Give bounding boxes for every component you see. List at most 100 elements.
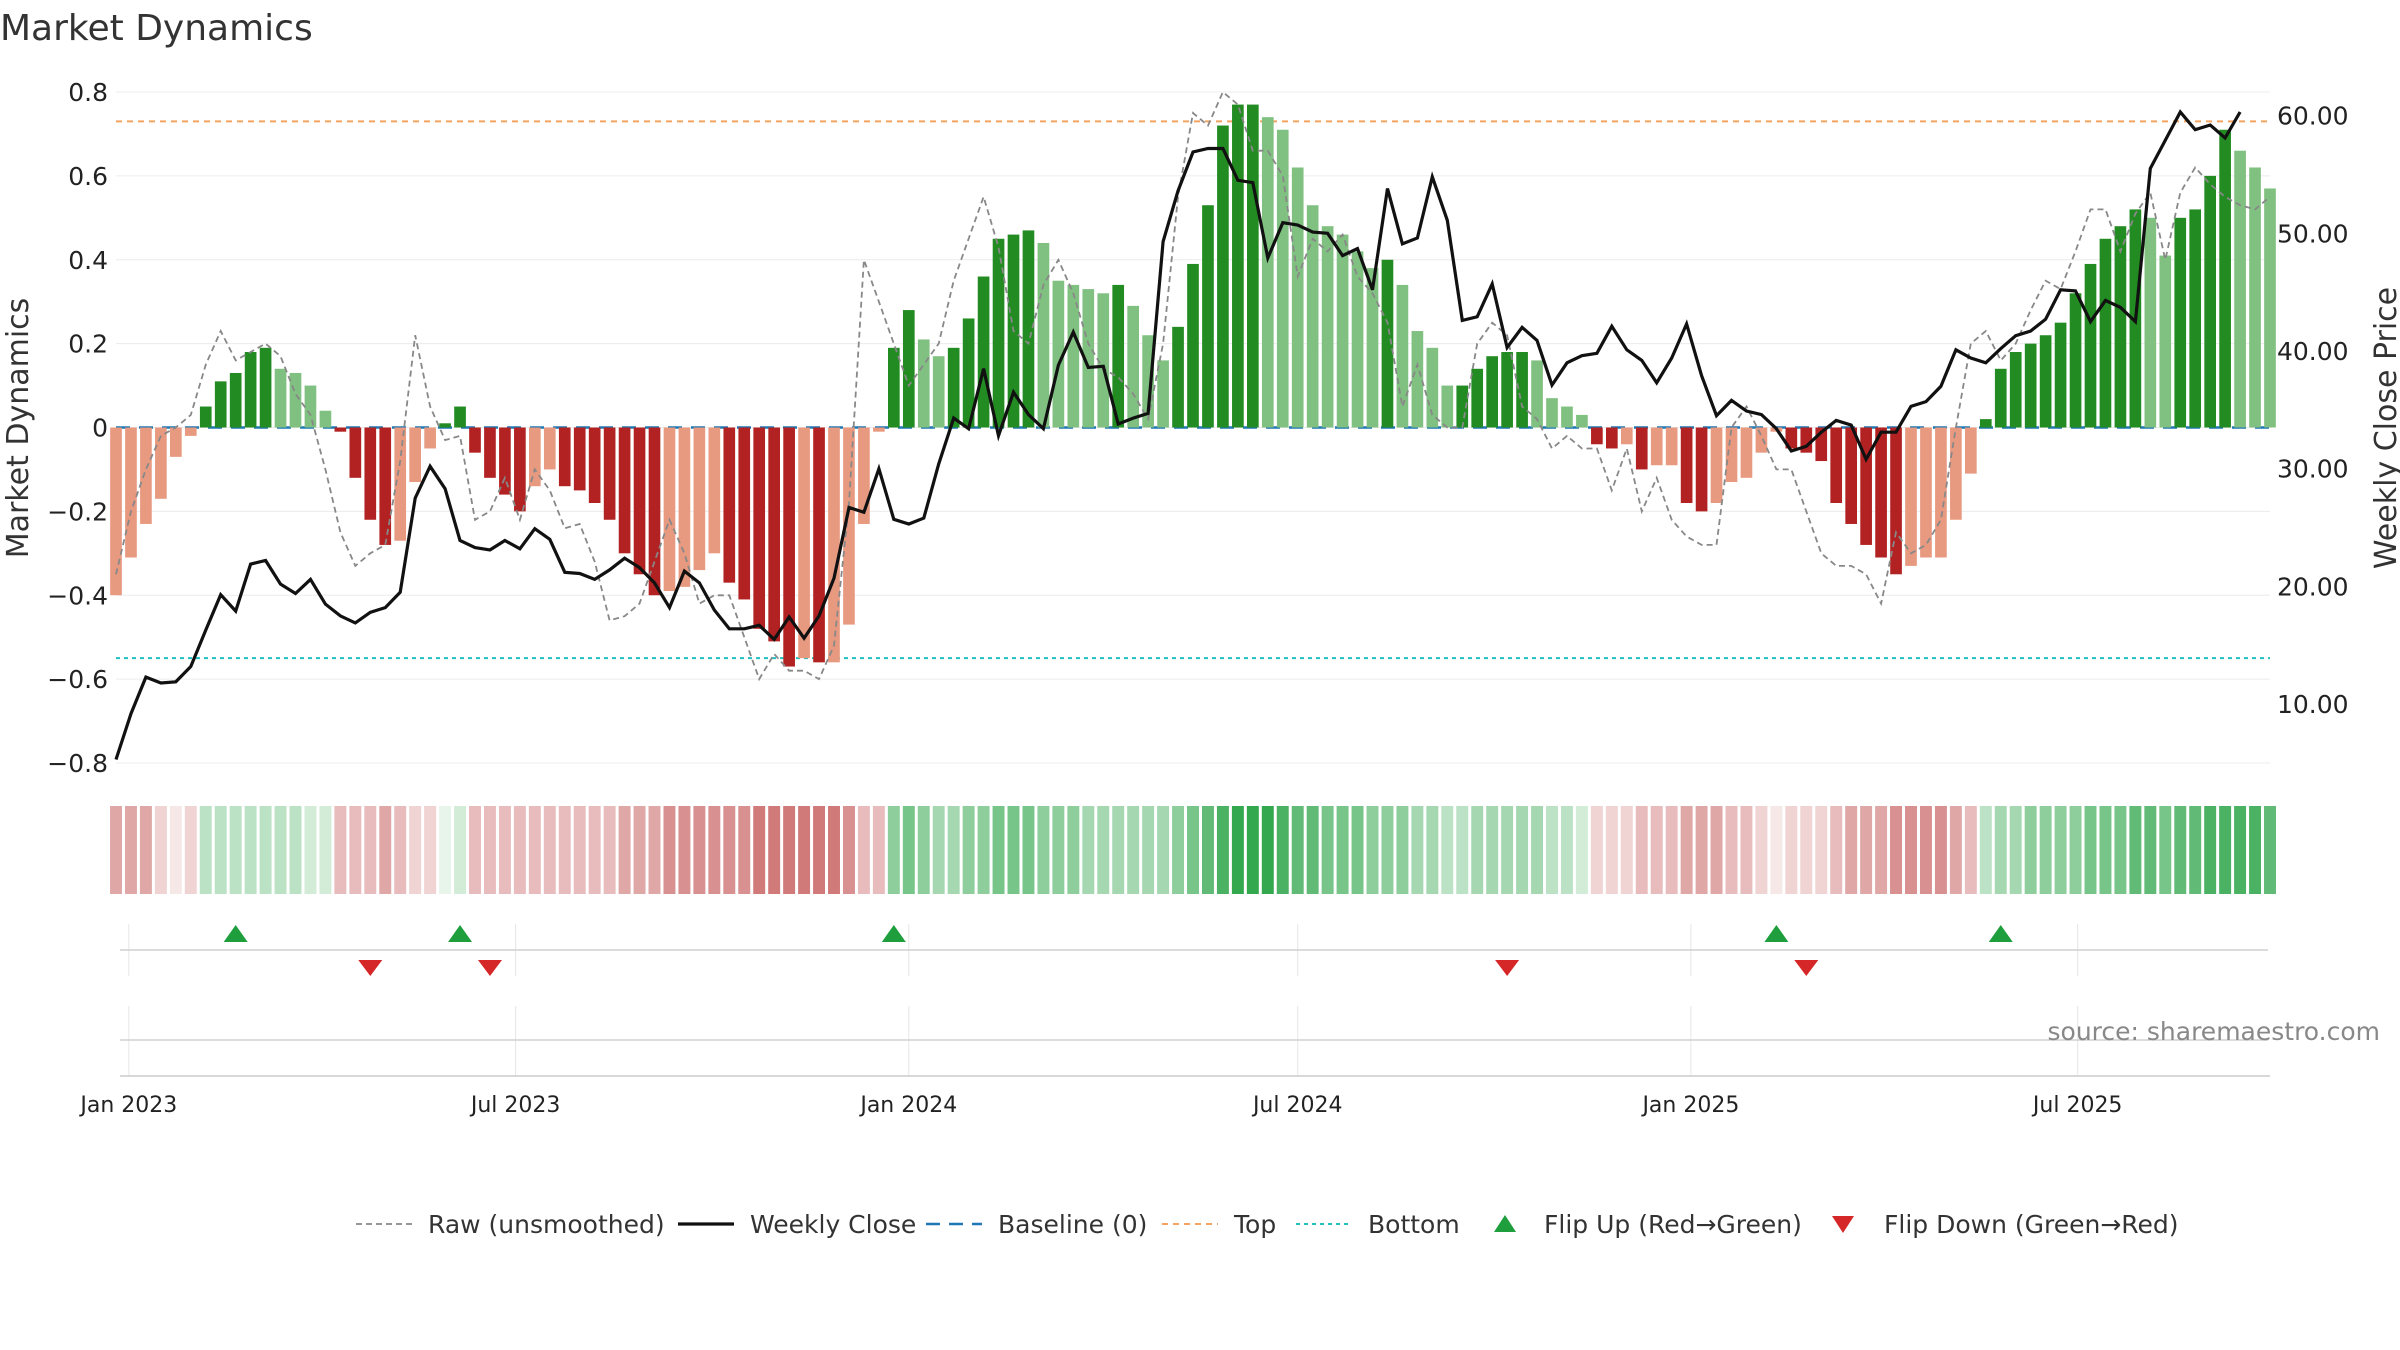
strength-strip-cell: [1605, 806, 1618, 894]
dynamics-bar: [1890, 427, 1902, 575]
dynamics-bar: [1172, 326, 1184, 428]
strength-strip-cell: [887, 806, 900, 894]
dynamics-bar: [2264, 188, 2276, 428]
strength-strip-cell: [2219, 806, 2232, 894]
dynamics-bar: [1381, 259, 1394, 428]
strength-strip-cell: [1830, 806, 1843, 894]
x-tick-label: Jul 2025: [2031, 1093, 2123, 1118]
strength-strip-cell: [1531, 806, 1544, 894]
strength-strip-cell: [2174, 806, 2187, 894]
dynamics-bar: [2234, 150, 2246, 428]
dynamics-bar: [409, 427, 422, 483]
x-tick-label: Jan 2023: [78, 1093, 177, 1118]
dynamics-bar: [2159, 255, 2172, 428]
x-axis-ticks: Jan 2023 Jul 2023 Jan 2024 Jul 2024 Jan 2025…: [78, 1093, 2122, 1118]
strength-strip-cell: [633, 806, 646, 894]
strength-strip-cell: [603, 806, 616, 894]
dynamics-bar: [2099, 238, 2112, 428]
dynamics-bar: [2054, 322, 2067, 428]
strength-strip-cell: [1934, 806, 1947, 894]
dynamics-bar: [1321, 226, 1334, 428]
strength-strip-cell: [1426, 806, 1439, 894]
dynamics-bar: [1710, 427, 1723, 503]
strength-strip-cell: [1964, 806, 1977, 894]
dynamics-bar: [1605, 427, 1618, 449]
flip-up-marker: [881, 925, 906, 942]
strength-strip-cell: [199, 806, 212, 894]
strength-strip-cell: [857, 806, 870, 894]
dynamics-bar: [783, 427, 795, 667]
dynamics-bar: [1097, 293, 1110, 428]
strength-strip-cell: [2189, 806, 2202, 894]
left-y-tick-label: −0.4: [47, 581, 108, 610]
dynamics-bar: [184, 427, 197, 436]
dynamics-bar: [199, 406, 212, 428]
left-y-axis-label: Market Dynamics: [1, 298, 36, 559]
dynamics-bar: [469, 427, 481, 453]
strength-strip-cell: [304, 806, 317, 894]
dynamics-bar: [1306, 205, 1319, 428]
dynamics-bar: [364, 427, 377, 520]
dynamics-bar: [947, 347, 960, 428]
dynamics-bar: [1037, 242, 1050, 428]
dynamics-bar: [932, 356, 945, 428]
flip-markers-panel: [120, 924, 2268, 976]
strength-strip-cell: [2159, 806, 2172, 894]
dynamics-bar: [902, 310, 915, 428]
left-y-tick-label: 0.4: [68, 246, 108, 275]
dynamics-bar: [588, 427, 601, 503]
strength-strip-cell: [932, 806, 945, 894]
strength-strip-cell: [1097, 806, 1110, 894]
lower-panel: [120, 1006, 2270, 1077]
dynamics-bar: [125, 427, 137, 558]
dynamics-bar: [499, 427, 511, 495]
dynamics-bar: [259, 347, 272, 428]
dynamics-bar: [1800, 427, 1813, 453]
dynamics-bar: [1860, 427, 1872, 545]
dynamics-bar: [1217, 125, 1229, 428]
dynamics-bar: [1067, 284, 1080, 428]
strength-strip-cell: [1216, 806, 1229, 894]
dynamics-bar: [1516, 352, 1528, 428]
strength-strip-cell: [498, 806, 511, 894]
dynamics-bar: [1501, 352, 1513, 428]
x-tick-label: Jul 2024: [1251, 1093, 1343, 1118]
strength-strip-cell: [663, 806, 676, 894]
strength-strip-cell: [1276, 806, 1289, 894]
strength-strip-cell: [1321, 806, 1334, 894]
right-y-axis-label: Weekly Close Price: [2369, 287, 2400, 569]
strength-strip-cell: [1022, 806, 1035, 894]
legend-label: Flip Up (Red→Green): [1544, 1210, 1802, 1239]
dynamics-bar: [1680, 427, 1693, 503]
strength-strip-cell: [1800, 806, 1813, 894]
flip-down-marker: [477, 960, 502, 976]
strength-strip-cell: [1187, 806, 1199, 894]
dynamics-bar: [1950, 427, 1962, 520]
strength-strip-cell: [1919, 806, 1932, 894]
strength-strip-cell: [1291, 806, 1304, 894]
strength-strip-cell: [184, 806, 197, 894]
raw-unsmoothed-line: [115, 90, 2271, 682]
dynamics-bar: [1232, 104, 1244, 428]
dynamics-bar: [1740, 427, 1753, 478]
strength-strip-cell: [214, 806, 227, 894]
legend: Raw (unsmoothed) Weekly Close Baseline (0)…: [356, 1210, 2179, 1239]
strength-strip-cell: [2114, 806, 2127, 894]
strength-strip-cell: [1740, 806, 1753, 894]
dynamics-bar: [1426, 347, 1439, 428]
dynamics-bar: [1935, 427, 1947, 558]
dynamics-bar: [1082, 289, 1095, 428]
strength-strip-cell: [588, 806, 601, 894]
strength-strip-cell: [1052, 806, 1065, 894]
strength-strip-cell: [424, 806, 437, 894]
dynamics-bars: [110, 104, 2276, 667]
dynamics-bar: [1411, 331, 1424, 428]
dynamics-bar: [2189, 209, 2202, 428]
strength-strip-cell: [2009, 806, 2022, 894]
dynamics-bar: [603, 427, 616, 520]
dynamics-bar: [1486, 356, 1499, 428]
strength-strip-cell: [768, 806, 781, 894]
dynamics-bar: [1561, 406, 1573, 428]
strength-strip-cell: [977, 806, 990, 894]
dynamics-bar: [1276, 129, 1289, 428]
